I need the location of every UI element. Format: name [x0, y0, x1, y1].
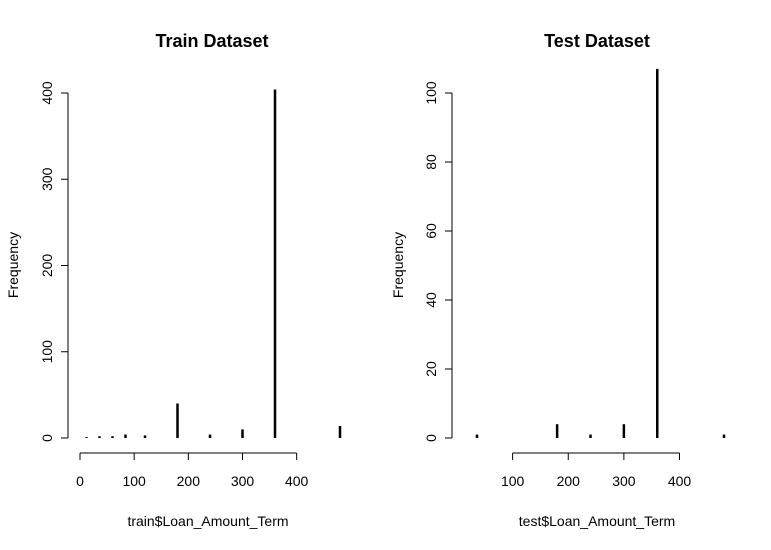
x-tick-label-400: 400 [668, 473, 692, 489]
test-y-axis: 0 20 40 60 80 100 [423, 81, 453, 442]
y-tick-label-80: 80 [423, 154, 439, 170]
x-tick-label-0: 0 [76, 473, 84, 489]
y-tick-label-300: 300 [39, 167, 55, 191]
test-y-axis-label: Frequency [390, 232, 406, 298]
x-tick-label-100: 100 [501, 473, 525, 489]
x-tick-label-100: 100 [122, 473, 146, 489]
y-tick-label-0: 0 [423, 434, 439, 442]
test-bars [475, 68, 726, 438]
y-tick-label-40: 40 [423, 292, 439, 308]
train-x-axis-label: train$Loan_Amount_Term [127, 513, 288, 529]
y-tick-label-0: 0 [39, 434, 55, 442]
x-tick-label-300: 300 [231, 473, 255, 489]
train-y-axis-label: Frequency [5, 232, 21, 298]
x-tick-label-300: 300 [612, 473, 636, 489]
y-tick-label-100: 100 [39, 340, 55, 364]
test-x-axis: 100 200 300 400 [501, 452, 692, 489]
train-panel: Train Dataset train$Loan_Amount_Term Fre… [5, 31, 342, 529]
y-tick-label-400: 400 [39, 81, 55, 105]
train-title: Train Dataset [155, 31, 268, 51]
test-x-axis-label: test$Loan_Amount_Term [519, 513, 675, 529]
test-title: Test Dataset [544, 31, 650, 51]
y-tick-label-100: 100 [423, 81, 439, 105]
y-tick-label-60: 60 [423, 223, 439, 239]
x-tick-label-200: 200 [557, 473, 581, 489]
x-tick-label-400: 400 [285, 473, 309, 489]
y-tick-label-200: 200 [39, 254, 55, 278]
train-y-axis: 0 100 200 300 400 [39, 81, 69, 442]
test-panel: Test Dataset test$Loan_Amount_Term Frequ… [390, 31, 726, 529]
x-tick-label-200: 200 [177, 473, 201, 489]
train-bars [85, 89, 342, 438]
y-tick-label-20: 20 [423, 361, 439, 377]
train-x-axis: 0 100 200 300 400 [76, 452, 309, 489]
